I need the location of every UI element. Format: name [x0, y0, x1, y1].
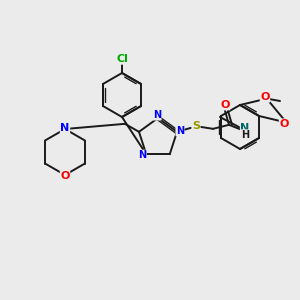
- Text: Cl: Cl: [116, 54, 128, 64]
- Text: O: O: [60, 171, 70, 181]
- Text: H: H: [241, 130, 249, 140]
- Text: N: N: [60, 123, 70, 133]
- Text: O: O: [260, 92, 270, 102]
- Text: N: N: [176, 126, 184, 136]
- Text: N: N: [153, 110, 161, 120]
- Text: O: O: [279, 119, 289, 129]
- Text: O: O: [220, 100, 230, 110]
- Text: N: N: [138, 150, 146, 160]
- Text: S: S: [192, 121, 200, 131]
- Text: N: N: [240, 123, 250, 133]
